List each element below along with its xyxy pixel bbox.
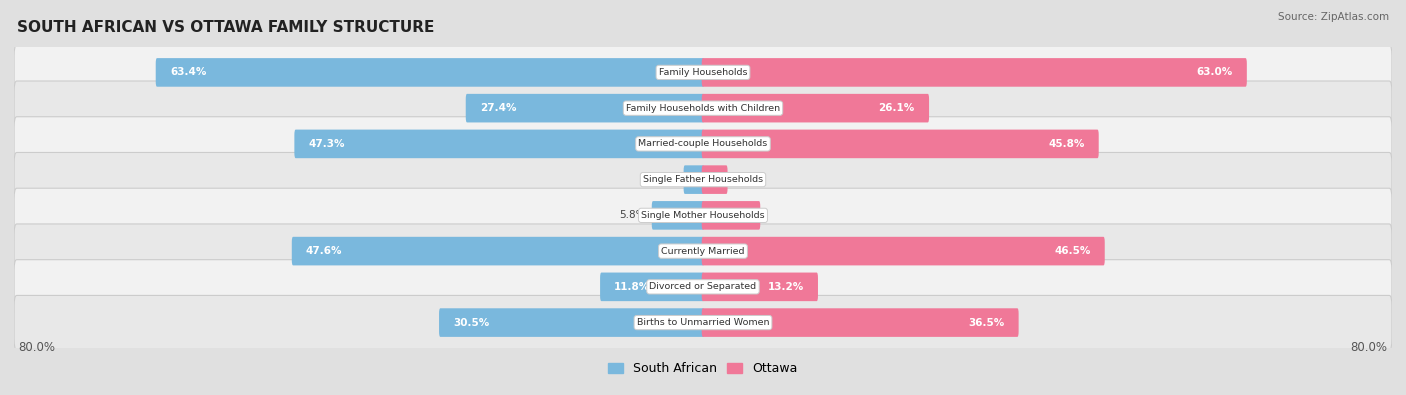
FancyBboxPatch shape — [294, 130, 704, 158]
FancyBboxPatch shape — [14, 188, 1392, 243]
Text: 80.0%: 80.0% — [1351, 341, 1388, 354]
Text: Family Households with Children: Family Households with Children — [626, 103, 780, 113]
Text: 26.1%: 26.1% — [879, 103, 915, 113]
Text: 13.2%: 13.2% — [768, 282, 804, 292]
FancyBboxPatch shape — [702, 273, 818, 301]
FancyBboxPatch shape — [702, 166, 727, 194]
FancyBboxPatch shape — [702, 58, 1247, 87]
Text: 36.5%: 36.5% — [969, 318, 1004, 327]
Text: Currently Married: Currently Married — [661, 246, 745, 256]
Text: Family Households: Family Households — [659, 68, 747, 77]
FancyBboxPatch shape — [156, 58, 704, 87]
Text: 11.8%: 11.8% — [614, 282, 651, 292]
FancyBboxPatch shape — [702, 201, 761, 229]
Legend: South African, Ottawa: South African, Ottawa — [603, 357, 803, 380]
FancyBboxPatch shape — [14, 117, 1392, 171]
FancyBboxPatch shape — [702, 237, 1105, 265]
FancyBboxPatch shape — [600, 273, 704, 301]
Text: 27.4%: 27.4% — [479, 103, 516, 113]
Text: 63.4%: 63.4% — [170, 68, 207, 77]
Text: Births to Unmarried Women: Births to Unmarried Women — [637, 318, 769, 327]
Text: SOUTH AFRICAN VS OTTAWA FAMILY STRUCTURE: SOUTH AFRICAN VS OTTAWA FAMILY STRUCTURE — [17, 20, 434, 35]
Text: Single Mother Households: Single Mother Households — [641, 211, 765, 220]
FancyBboxPatch shape — [465, 94, 704, 122]
Text: 5.8%: 5.8% — [620, 211, 647, 220]
FancyBboxPatch shape — [14, 224, 1392, 278]
Text: 46.5%: 46.5% — [1054, 246, 1091, 256]
Text: 47.3%: 47.3% — [308, 139, 344, 149]
FancyBboxPatch shape — [14, 45, 1392, 100]
FancyBboxPatch shape — [683, 166, 704, 194]
FancyBboxPatch shape — [702, 130, 1098, 158]
FancyBboxPatch shape — [702, 308, 1018, 337]
Text: 2.7%: 2.7% — [733, 175, 759, 184]
Text: 80.0%: 80.0% — [18, 341, 55, 354]
FancyBboxPatch shape — [14, 260, 1392, 314]
Text: 30.5%: 30.5% — [453, 318, 489, 327]
FancyBboxPatch shape — [14, 152, 1392, 207]
Text: Married-couple Households: Married-couple Households — [638, 139, 768, 149]
Text: 63.0%: 63.0% — [1197, 68, 1233, 77]
FancyBboxPatch shape — [702, 94, 929, 122]
Text: Source: ZipAtlas.com: Source: ZipAtlas.com — [1278, 12, 1389, 22]
Text: 2.1%: 2.1% — [651, 175, 678, 184]
Text: Divorced or Separated: Divorced or Separated — [650, 282, 756, 292]
Text: 6.5%: 6.5% — [717, 211, 747, 220]
Text: 47.6%: 47.6% — [307, 246, 343, 256]
Text: Single Father Households: Single Father Households — [643, 175, 763, 184]
FancyBboxPatch shape — [14, 81, 1392, 135]
FancyBboxPatch shape — [652, 201, 704, 229]
FancyBboxPatch shape — [14, 295, 1392, 350]
Text: 45.8%: 45.8% — [1047, 139, 1084, 149]
FancyBboxPatch shape — [292, 237, 704, 265]
FancyBboxPatch shape — [439, 308, 704, 337]
